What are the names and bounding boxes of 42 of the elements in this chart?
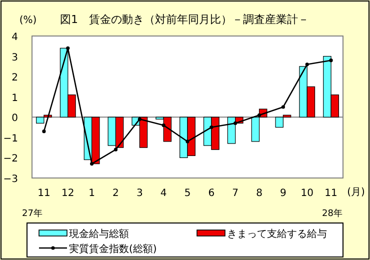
x-tick-label: 11 — [324, 188, 338, 199]
point — [186, 140, 190, 144]
x-tick-label: 2 — [112, 188, 119, 199]
point — [66, 46, 70, 50]
x-tick-label: 5 — [184, 188, 191, 199]
y-tick-label: 1 — [12, 92, 18, 104]
text: 28年 — [322, 208, 342, 219]
chart-title: 図1 賃金の動き（対前年同月比）－調査産業計－ — [60, 13, 309, 26]
y-tick-label: 0 — [12, 113, 18, 124]
x-tick-label: 11 — [38, 188, 50, 199]
point — [234, 121, 238, 126]
y-tick-label: 4 — [12, 32, 18, 43]
point — [210, 125, 214, 130]
x-tick-label: 10 — [300, 188, 314, 199]
point — [257, 113, 262, 117]
legend-label: きまって支給する給与 — [227, 228, 327, 240]
x-tick-label: 8 — [256, 188, 262, 199]
y-tick-label: −2 — [3, 154, 18, 165]
point — [305, 62, 309, 66]
x-tick-label: 4 — [160, 188, 167, 199]
x-tick-label: 1 — [88, 188, 95, 199]
x-tick-label: 7 — [232, 188, 239, 199]
point — [90, 162, 94, 166]
x-tick-label: 3 — [136, 188, 143, 199]
point — [329, 58, 333, 62]
point — [42, 130, 46, 134]
y-tick-label: 2 — [12, 72, 18, 84]
point — [281, 105, 285, 109]
legend-label: 実質賃金指数(総額) — [69, 243, 157, 255]
text: 27年 — [22, 208, 42, 219]
point — [114, 148, 118, 152]
x-tick-label: 6 — [208, 188, 215, 199]
point — [162, 123, 166, 128]
legend-label: 現金給与総額 — [69, 228, 129, 240]
x-tick-label: 12 — [62, 188, 74, 199]
x-tick-label: 9 — [280, 188, 286, 199]
y-tick-label: −3 — [3, 174, 18, 185]
point — [138, 117, 142, 121]
y-axis-title: (%) — [19, 15, 37, 26]
y-tick-label: −1 — [3, 133, 18, 144]
x-axis-title: (月) — [347, 187, 365, 198]
y-tick-label: 3 — [12, 52, 18, 64]
